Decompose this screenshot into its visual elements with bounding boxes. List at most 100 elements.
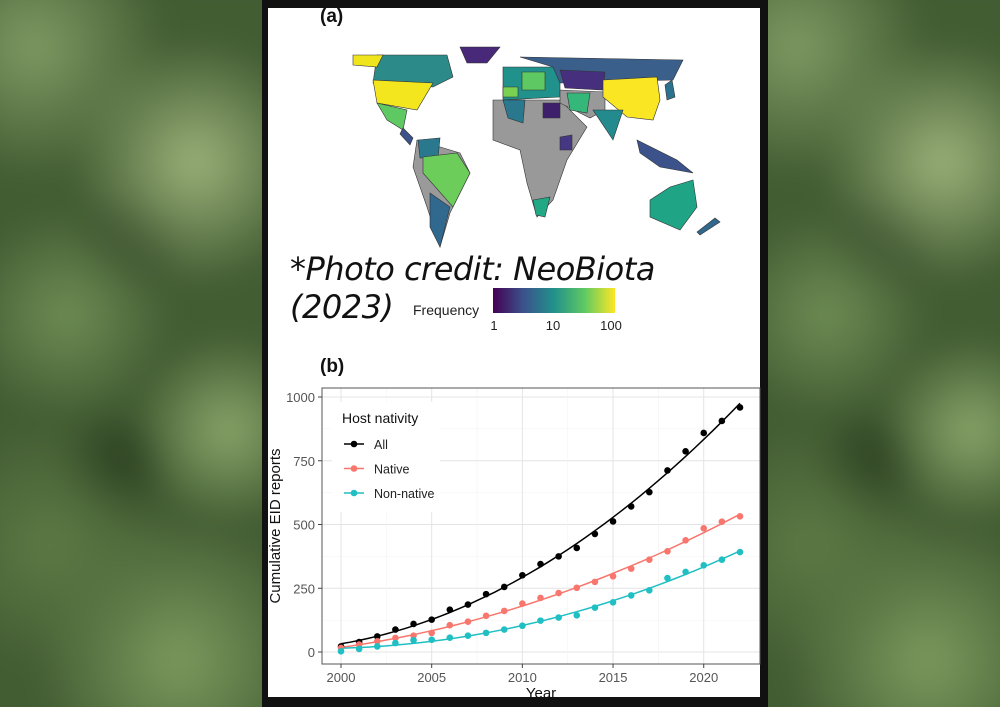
data-point-native (410, 632, 417, 639)
data-point-all (500, 583, 508, 591)
photo-credit: *Photo credit: NeoBiota (2023) (290, 250, 655, 326)
legend-key-point (350, 489, 358, 497)
data-point-non-native (446, 634, 454, 642)
x-tick-label: 2005 (417, 670, 446, 685)
map-region-iran (566, 92, 591, 114)
data-point-all (537, 560, 544, 568)
data-point-native (555, 589, 562, 597)
data-point-non-native (573, 611, 581, 619)
data-point-all (446, 606, 454, 613)
x-tick-label: 2015 (599, 670, 628, 685)
map-region-india (592, 109, 624, 141)
x-tick-label: 2000 (327, 670, 356, 685)
legend-label: Native (374, 463, 409, 477)
data-point-non-native (736, 548, 744, 556)
data-point-native (464, 618, 472, 625)
map-region-new-zealand (696, 217, 721, 236)
data-point-native (646, 556, 653, 563)
data-point-native (537, 594, 544, 602)
plot-border (321, 387, 761, 665)
data-point-native (519, 600, 526, 607)
legend-key-point (350, 440, 358, 448)
map-region-central-america (399, 127, 414, 146)
data-point-native (682, 537, 689, 544)
map-region-argentina (429, 192, 451, 248)
data-point-native (664, 547, 671, 555)
legend-label: Non-native (374, 487, 434, 501)
data-point-all (555, 553, 562, 560)
data-point-non-native (519, 622, 526, 630)
cumulative-eid-chart: 0 250 500 750 1000 2000 2005 2010 2015 2020 Cumul… (267, 387, 761, 702)
map-region-greenland (459, 46, 501, 64)
data-point-native (482, 612, 490, 620)
blurred-forest-background-left (0, 0, 262, 707)
x-axis-label: Year (526, 685, 556, 702)
data-point-native (718, 518, 726, 525)
data-point-non-native (646, 586, 653, 594)
data-point-non-native (537, 617, 544, 624)
y-axis-label: Cumulative EID reports (267, 448, 284, 603)
data-point-native (500, 607, 508, 615)
data-point-all (482, 590, 490, 598)
map-region-southeast-asia (636, 139, 694, 174)
data-point-non-native (373, 643, 381, 650)
y-tick-label: 0 (308, 645, 315, 660)
map-region-algeria (502, 99, 526, 124)
colorbar-title: Frequency (413, 302, 480, 318)
panel-a-label: (a) (320, 6, 344, 27)
panel-b-label: (b) (320, 356, 345, 377)
map-region-central-europe (521, 71, 546, 91)
data-point-non-native (464, 632, 472, 639)
data-point-native (609, 572, 617, 580)
x-tick-label: 2010 (508, 670, 537, 685)
legend: Host nativity All Native Non-native (332, 402, 440, 512)
map-region-central-asia (559, 69, 606, 91)
x-tick-label: 2020 (689, 670, 718, 685)
data-point-non-native (428, 636, 435, 644)
data-point-all (682, 448, 689, 455)
data-point-native (700, 525, 708, 532)
colorbar-tick: 10 (545, 318, 561, 333)
trend-line-native (340, 513, 741, 649)
y-tick-label: 1000 (286, 390, 315, 405)
map-region-usa (372, 79, 434, 111)
legend-label: All (374, 438, 388, 452)
map-region-china (602, 76, 661, 121)
map-region-canada (372, 54, 454, 88)
colorbar-tick: 1 (490, 318, 498, 333)
data-point-native (373, 637, 381, 645)
map-region-ethiopia (559, 134, 573, 151)
data-point-non-native (627, 592, 635, 599)
data-point-all (392, 626, 399, 633)
data-point-native (591, 578, 599, 586)
data-point-native (392, 634, 399, 642)
map-region-south-africa (532, 196, 551, 218)
data-point-all (700, 429, 708, 437)
data-point-non-native (682, 568, 689, 576)
data-point-all (609, 518, 617, 525)
map-region-egypt (542, 102, 561, 119)
data-point-non-native (482, 629, 490, 637)
world-map (352, 46, 721, 249)
legend-key-point (350, 465, 358, 472)
data-point-all (464, 601, 472, 608)
map-region-colombia-venezuela (417, 137, 441, 159)
map-region-alaska (352, 54, 384, 68)
data-point-all (428, 616, 435, 623)
data-point-native (736, 513, 744, 520)
y-tick-label: 500 (293, 518, 315, 533)
data-point-native (573, 584, 581, 592)
data-point-all (664, 467, 671, 474)
data-point-non-native (664, 574, 671, 582)
map-region-australia (649, 179, 698, 231)
data-point-non-native (700, 562, 708, 569)
map-region-brazil (422, 152, 471, 208)
data-point-all (736, 404, 744, 411)
data-point-all (627, 503, 635, 510)
data-point-non-native (609, 598, 617, 606)
frequency-colorbar (493, 288, 615, 313)
data-point-all (646, 488, 653, 496)
data-point-non-native (410, 636, 417, 644)
data-point-all (373, 633, 381, 640)
y-tick-label: 750 (293, 454, 315, 469)
